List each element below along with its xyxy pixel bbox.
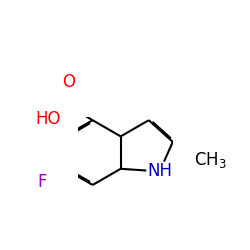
Text: F: F <box>38 173 47 191</box>
Text: NH: NH <box>147 162 172 180</box>
Text: O: O <box>62 73 75 91</box>
Text: HO: HO <box>35 110 60 128</box>
Text: CH$_3$: CH$_3$ <box>194 150 227 170</box>
